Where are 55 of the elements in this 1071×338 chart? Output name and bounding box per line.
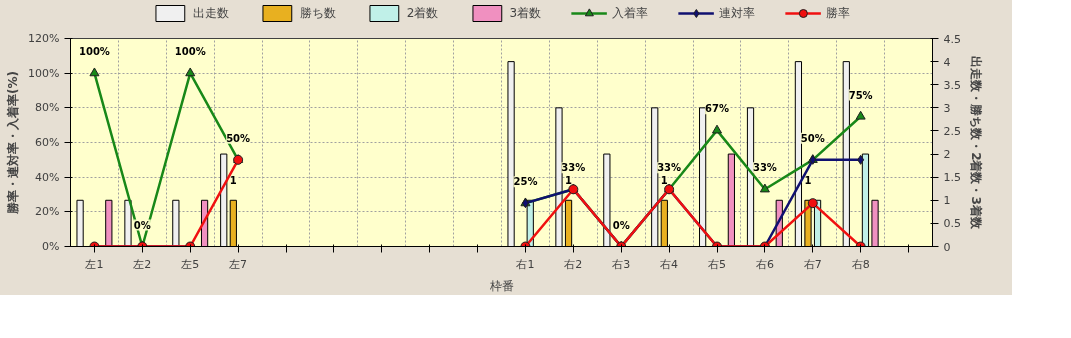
- data-label: 1: [660, 175, 668, 187]
- x-tick-label: 左7: [229, 257, 248, 271]
- legend-label: 連対率: [719, 4, 756, 22]
- x-tick-label: 右5: [708, 257, 726, 271]
- data-label: 1: [804, 175, 812, 187]
- legend-label: 勝ち数: [299, 4, 336, 22]
- data-label: 33%: [657, 162, 682, 174]
- data-label: 100%: [174, 46, 206, 58]
- x-tick-label: 右3: [612, 257, 631, 271]
- legend-label: 2着数: [406, 4, 439, 22]
- x-tick-label: 左2: [133, 257, 152, 271]
- y-tick-label: 0%: [42, 240, 60, 253]
- y2-tick-label: 0.5: [943, 217, 961, 231]
- data-label: 75%: [848, 89, 873, 101]
- x-tick-label: 右6: [755, 257, 774, 271]
- x-tick-label: 右4: [660, 257, 679, 271]
- x-tick-label: 右8: [851, 257, 870, 271]
- y2-tick-label: 2.5: [943, 124, 961, 138]
- y-axis-title: 勝率・連対率・入着率(%): [6, 71, 21, 215]
- data-label: 25%: [513, 176, 538, 188]
- data-label: 50%: [800, 132, 825, 144]
- y2-tick-label: 1: [943, 194, 951, 208]
- data-label: 33%: [561, 162, 586, 174]
- y2-axis-title: 出走数・勝ち数・2着数・3着数: [968, 56, 983, 230]
- x-tick-label: 右7: [803, 257, 822, 271]
- data-label: 100%: [79, 46, 110, 58]
- y-tick-label: 60%: [35, 136, 60, 149]
- legend-label: 入着率: [612, 4, 649, 22]
- legend-label: 3着数: [509, 4, 542, 22]
- legend-label: 勝率: [826, 4, 851, 22]
- y2-tick-label: 2: [943, 148, 951, 162]
- y2-tick-label: 0: [943, 240, 951, 254]
- data-label: 0%: [133, 219, 151, 231]
- x-tick-label: 右1: [516, 257, 535, 271]
- y-tick-label: 120%: [28, 32, 60, 45]
- y2-tick-label: 4.5: [943, 32, 961, 46]
- x-tick-label: 左5: [181, 257, 200, 271]
- y-tick-label: 20%: [35, 205, 60, 219]
- legend-label: 出走数: [192, 4, 229, 22]
- data-label: 33%: [752, 162, 777, 174]
- x-axis-title: 枠番: [488, 278, 514, 293]
- data-label: 67%: [705, 103, 729, 115]
- y2-tick-label: 3.5: [943, 78, 961, 92]
- data-label: 0%: [612, 219, 630, 231]
- x-tick-label: 左1: [85, 257, 104, 271]
- y2-tick-label: 4: [943, 55, 951, 69]
- y2-tick-label: 1.5: [943, 171, 961, 185]
- y-tick-label: 80%: [35, 101, 60, 115]
- data-label: 50%: [226, 132, 251, 144]
- x-tick-label: 右2: [564, 257, 583, 271]
- data-label: 1: [229, 175, 237, 187]
- data-label: 1: [565, 175, 573, 187]
- y-tick-label: 100%: [28, 66, 60, 80]
- y-tick-label: 40%: [35, 170, 60, 184]
- y2-tick-label: 3: [943, 101, 951, 115]
